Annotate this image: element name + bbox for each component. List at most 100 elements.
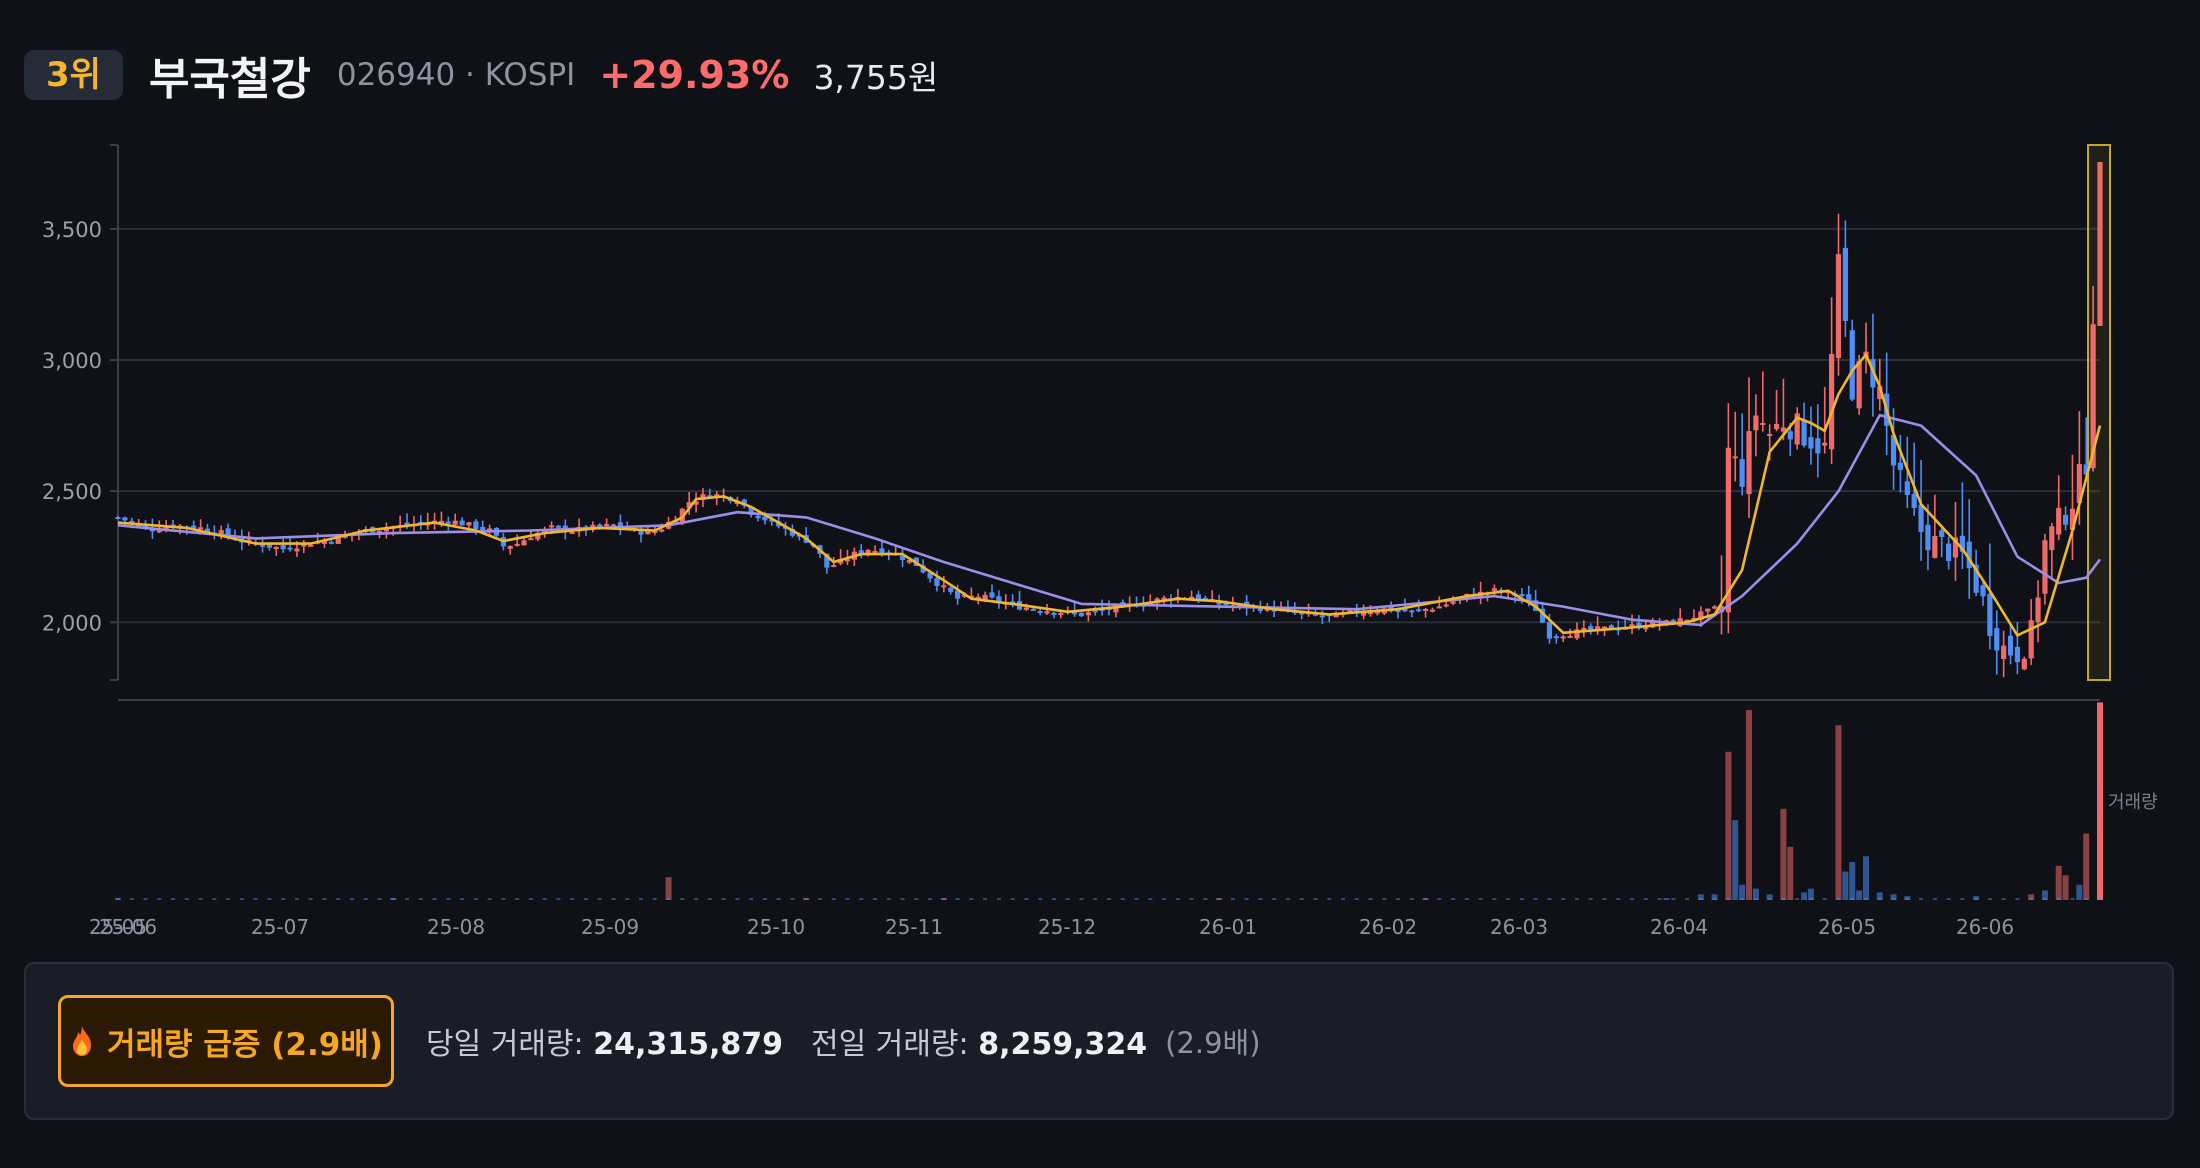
candle-body [418, 521, 424, 524]
volume-bar [515, 898, 520, 900]
candle-body [2007, 635, 2014, 656]
volume-bar [1051, 898, 1056, 900]
candle-body [693, 501, 699, 505]
volume-bar [1974, 898, 1979, 900]
volume-bar [1753, 898, 1758, 900]
candle-body [1760, 422, 1766, 425]
volume-bar [1616, 898, 1621, 900]
candle-body [975, 596, 981, 599]
candle-body [707, 495, 713, 498]
volume-bar [363, 898, 368, 900]
volume-bar [1863, 856, 1870, 900]
candle-body [1257, 606, 1264, 611]
candle-body [789, 528, 796, 536]
candle-body [1526, 594, 1532, 601]
candle-body [858, 550, 864, 554]
volume-bar [1746, 710, 1753, 900]
x-tick-label: 26-01 [1199, 915, 1257, 939]
candle-body [225, 528, 231, 537]
volume-bar [1216, 898, 1223, 900]
volume-bar [1643, 898, 1648, 900]
candle-body [1539, 608, 1546, 623]
candle-body [1347, 610, 1353, 613]
candle-body [1725, 447, 1731, 613]
volume-bar [1162, 898, 1167, 900]
volume-bar [597, 898, 602, 900]
alert-label: 거래량 급증 (2.9배) [107, 1026, 383, 1063]
fire-icon [73, 1026, 92, 1056]
volume-bar [1010, 898, 1015, 900]
candle-body [1574, 629, 1580, 639]
candle-body [1202, 597, 1208, 600]
volume-bar [680, 898, 685, 900]
candle-body [1959, 535, 1965, 552]
candle-body [404, 522, 410, 526]
candle-body [1223, 602, 1229, 606]
candle-body [1608, 625, 1614, 630]
candle-body [2083, 464, 2089, 475]
volume-bar [473, 898, 478, 900]
volume-bar [1657, 898, 1662, 900]
candle-body [1092, 610, 1098, 613]
candle-body [831, 565, 837, 568]
volume-bar [1946, 898, 1951, 900]
candle-body [1450, 601, 1456, 604]
stock-name[interactable]: 부국철강 [148, 54, 311, 105]
x-tick-label: 25-09 [581, 915, 639, 939]
volume-bar [1787, 846, 1794, 900]
volume-bar [1864, 898, 1869, 900]
volume-bar [1987, 898, 1992, 900]
volume-bar [1107, 898, 1111, 900]
volume-bar [721, 898, 726, 900]
today-highlight [2087, 144, 2111, 681]
change-percent: +29.93% [599, 53, 790, 97]
volume-bar [2076, 884, 2083, 900]
volume-bar [1203, 898, 1208, 900]
candle-body [1945, 543, 1952, 561]
candle-body [1643, 627, 1649, 630]
y-tick-label: 2,500 [42, 480, 102, 504]
candle-body [1739, 459, 1745, 487]
volume-bar [322, 898, 327, 900]
volume-bar [1807, 888, 1814, 900]
volume-bar [115, 898, 121, 900]
volume-bar [2028, 894, 2035, 900]
candle-body [1856, 361, 1862, 409]
volume-bar [253, 898, 258, 900]
volume-bar [1230, 898, 1235, 900]
volume-bar [1506, 898, 1511, 900]
volume-bar [501, 898, 506, 900]
volume-bar [239, 898, 244, 900]
volume-bar [1726, 898, 1731, 900]
candle-body [1787, 431, 1793, 440]
candle-body [748, 507, 754, 515]
candle-body [652, 530, 658, 533]
volume-bar [694, 898, 699, 900]
candle-body [769, 519, 775, 522]
volume-bar [1711, 894, 1718, 900]
volume-surge-badge[interactable]: 거래량 급증 (2.9배) [58, 995, 394, 1087]
candle-body [1588, 626, 1594, 630]
candle-body [1402, 608, 1408, 612]
volume-bar [1354, 898, 1359, 900]
candle-body [466, 522, 472, 526]
volume-bar [1588, 898, 1593, 900]
volume-bar [1671, 898, 1676, 900]
volume-bar [790, 898, 795, 900]
today-volume-label: 당일 거래량: [426, 1027, 584, 1062]
volume-bar [1919, 898, 1924, 900]
candle-body [1010, 601, 1016, 604]
volume-bar [1382, 898, 1387, 900]
prev-volume: 전일 거래량: 8,259,324 [811, 1019, 1147, 1063]
candle-body [1939, 530, 1945, 537]
volume-bar [1630, 898, 1635, 900]
candle-body [2069, 508, 2076, 531]
candle-body [645, 531, 651, 535]
volume-bar [405, 898, 410, 900]
x-tick-label: 26-02 [1359, 915, 1417, 939]
candle-body [1519, 594, 1525, 597]
candle-body [1773, 423, 1780, 430]
volume-bar [1422, 898, 1429, 900]
volume-bar [1836, 898, 1841, 900]
